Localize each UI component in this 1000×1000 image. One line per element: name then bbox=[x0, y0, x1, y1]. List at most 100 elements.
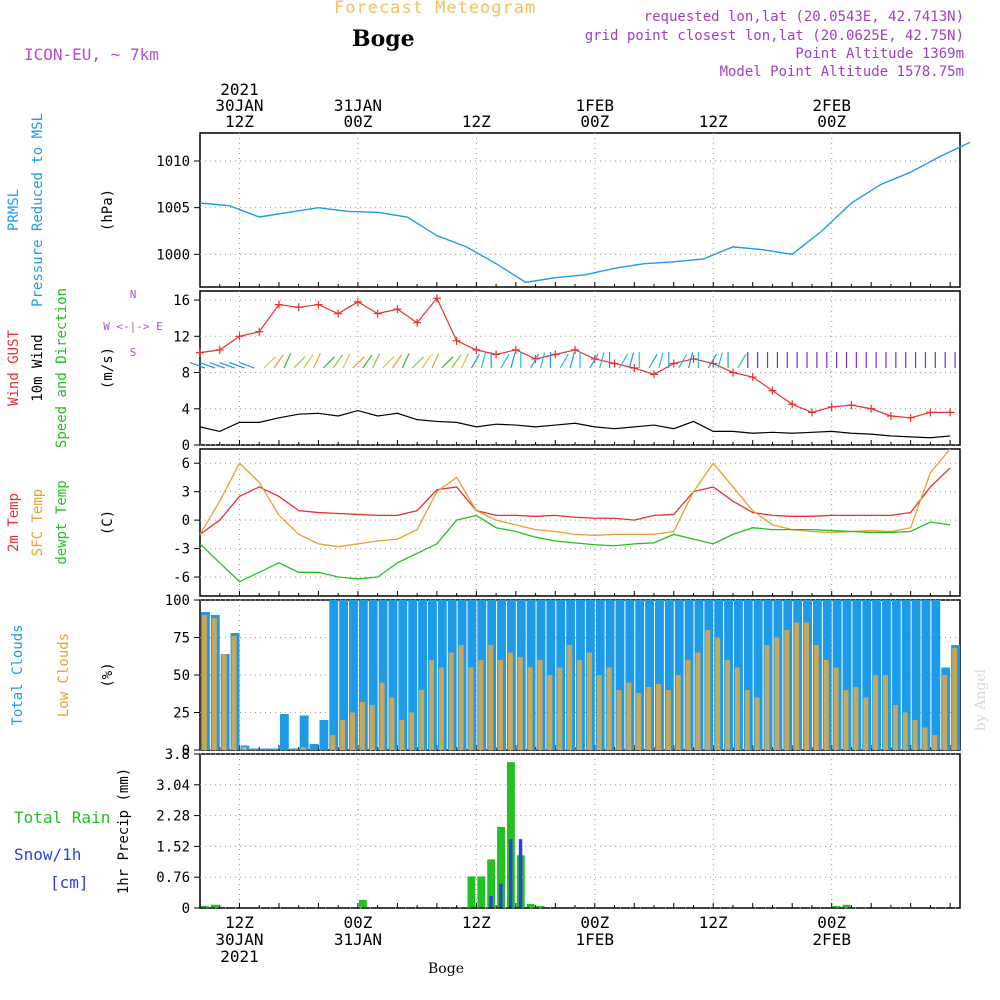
x-tick-label-top: 1FEB bbox=[576, 96, 615, 115]
bar-low-clouds bbox=[389, 697, 395, 750]
bar-total-clouds bbox=[862, 600, 872, 750]
y-tick-label: 0 bbox=[182, 513, 190, 529]
bar-low-clouds bbox=[448, 652, 454, 750]
bar-low-clouds bbox=[221, 654, 227, 750]
bar-low-clouds bbox=[369, 705, 375, 750]
wind-direction-arrow bbox=[500, 353, 510, 369]
bar-low-clouds bbox=[932, 735, 938, 750]
wind-direction-arrow bbox=[451, 354, 462, 369]
y-tick-label: 50 bbox=[173, 668, 190, 684]
wind-direction-arrow bbox=[219, 361, 235, 369]
x-axis-label: Boge bbox=[428, 961, 464, 977]
bar-total-rain bbox=[506, 762, 515, 908]
compass-north: N bbox=[130, 288, 137, 301]
wind-direction-arrow bbox=[569, 352, 575, 369]
bar-low-clouds bbox=[665, 690, 671, 750]
bar-total-rain bbox=[201, 905, 209, 908]
gust-marker bbox=[255, 327, 264, 336]
bar-low-clouds bbox=[507, 652, 513, 750]
bar-total-clouds bbox=[358, 600, 368, 750]
wind-direction-arrow bbox=[510, 352, 516, 369]
x-tick-label-bottom: 12Z bbox=[699, 913, 728, 932]
bar-low-clouds bbox=[873, 675, 879, 750]
bar-total-clouds bbox=[260, 748, 270, 750]
bar-total-rain bbox=[497, 826, 505, 908]
station-name: Boge bbox=[352, 26, 415, 52]
wind-direction-arrow bbox=[470, 353, 480, 369]
wind-direction-arrow bbox=[189, 361, 206, 369]
bar-total-rain bbox=[842, 904, 851, 908]
bar-total-rain bbox=[536, 905, 545, 908]
bar-low-clouds bbox=[813, 645, 819, 750]
wind-direction-arrow bbox=[717, 352, 723, 369]
bar-total-clouds bbox=[753, 600, 763, 750]
wind-direction-arrow bbox=[283, 353, 292, 369]
bar-low-clouds bbox=[656, 684, 661, 750]
bar-total-clouds bbox=[279, 714, 289, 750]
bar-low-clouds bbox=[340, 720, 346, 750]
watermark: by Angel bbox=[973, 668, 989, 731]
compass-we: W <-|-> E bbox=[103, 320, 163, 333]
wind-direction-arrow bbox=[421, 354, 432, 369]
panel-label-clouds: Total Clouds bbox=[10, 624, 26, 725]
bar-total-clouds bbox=[645, 600, 655, 750]
bar-low-clouds bbox=[438, 667, 444, 750]
bar-total-clouds bbox=[299, 715, 309, 750]
wind-direction-arrow bbox=[618, 353, 629, 369]
series-line-10m-wind bbox=[199, 409, 951, 439]
bar-total-rain bbox=[477, 876, 486, 908]
x-tick-label-top: 12Z bbox=[699, 112, 728, 131]
gust-marker bbox=[472, 345, 481, 354]
gust-marker bbox=[334, 309, 343, 318]
bar-total-rain bbox=[358, 899, 367, 908]
bar-total-clouds bbox=[398, 600, 408, 750]
requested-coords: requested lon,lat (20.0543E, 42.7413N) bbox=[643, 9, 964, 25]
x-tick-label-top: 2FEB bbox=[812, 96, 851, 115]
bar-low-clouds bbox=[646, 687, 652, 750]
x-tick-label-bottom: 2021 bbox=[220, 947, 259, 966]
bar-total-clouds bbox=[921, 600, 931, 750]
gust-marker bbox=[946, 408, 955, 417]
bar-low-clouds bbox=[517, 657, 523, 750]
bar-low-clouds bbox=[685, 660, 691, 750]
y-tick-label: 0 bbox=[182, 901, 190, 917]
bar-low-clouds bbox=[823, 660, 829, 750]
unit-label-pressure: (hPa) bbox=[100, 189, 116, 231]
bar-total-clouds bbox=[635, 600, 645, 750]
x-tick-label-top: 30JAN bbox=[215, 96, 263, 115]
bar-low-clouds bbox=[458, 645, 464, 750]
model-label: ICON-EU, ~ 7km bbox=[24, 45, 159, 64]
bar-total-clouds bbox=[270, 748, 279, 750]
wind-direction-arrow bbox=[599, 352, 605, 369]
wind-direction-arrow bbox=[239, 361, 255, 369]
bar-low-clouds bbox=[399, 720, 405, 750]
gust-marker bbox=[235, 332, 244, 341]
panel-label-temperature: SFC Temp bbox=[30, 489, 46, 556]
bar-low-clouds bbox=[863, 697, 869, 750]
gust-marker bbox=[867, 404, 876, 413]
bar-low-clouds bbox=[300, 747, 306, 750]
y-tick-label: 6 bbox=[182, 456, 190, 472]
bar-low-clouds bbox=[478, 660, 484, 750]
y-tick-label: 16 bbox=[173, 293, 190, 309]
bar-total-rain bbox=[526, 903, 535, 908]
wind-direction-arrow bbox=[628, 352, 635, 369]
bar-total-clouds bbox=[250, 748, 260, 750]
gust-marker bbox=[768, 386, 777, 395]
x-tick-label-bottom: 00Z bbox=[580, 913, 609, 932]
unit-label-temperature: (C) bbox=[100, 510, 116, 535]
y-tick-label: 1005 bbox=[156, 201, 190, 217]
bar-total-clouds bbox=[664, 600, 674, 750]
meteogram-title: Forecast Meteogram bbox=[334, 0, 537, 18]
series-line-2m-temp bbox=[199, 467, 951, 535]
bar-total-clouds bbox=[319, 720, 329, 750]
bar-low-clouds bbox=[636, 693, 642, 750]
bar-low-clouds bbox=[330, 735, 336, 750]
y-tick-label: -6 bbox=[173, 570, 190, 586]
wind-direction-arrow bbox=[382, 356, 395, 369]
bar-low-clouds bbox=[577, 660, 582, 750]
wind-direction-arrow bbox=[480, 352, 487, 369]
x-tick-label-bottom: 12Z bbox=[462, 913, 491, 932]
bar-low-clouds bbox=[942, 675, 948, 750]
y-tick-label: 8 bbox=[182, 366, 190, 382]
